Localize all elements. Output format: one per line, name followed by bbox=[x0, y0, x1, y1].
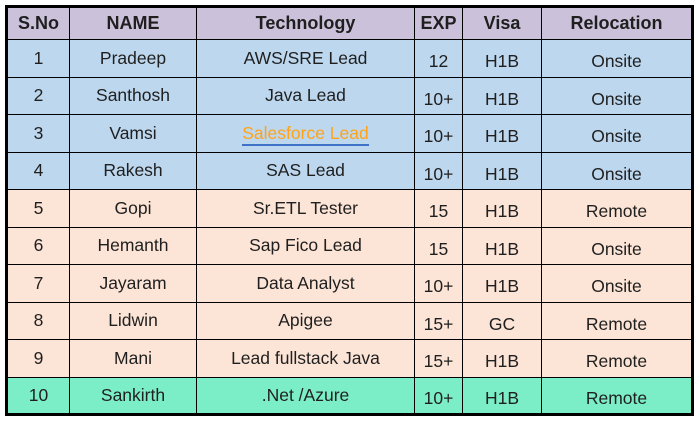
cell-name: Mani bbox=[69, 339, 197, 378]
table-row: 5 Gopi Sr.ETL Tester 15 H1B Remote bbox=[6, 189, 693, 228]
cell-visa: H1B bbox=[462, 114, 542, 153]
cell-relocation: Onsite bbox=[541, 151, 693, 190]
column-header-exp: EXP bbox=[414, 6, 463, 40]
cell-name: Sankirth bbox=[69, 376, 197, 415]
cell-exp: 10+ bbox=[414, 114, 463, 153]
cell-visa: H1B bbox=[462, 189, 542, 228]
cell-relocation: Onsite bbox=[541, 39, 693, 78]
cell-visa: H1B bbox=[462, 39, 542, 78]
technology-link[interactable]: Salesforce Lead bbox=[242, 122, 369, 146]
cell-technology: Java Lead bbox=[196, 76, 415, 115]
cell-exp: 15+ bbox=[414, 339, 463, 378]
cell-sno: 6 bbox=[6, 226, 70, 265]
cell-technology: Sap Fico Lead bbox=[196, 226, 415, 265]
cell-sno: 7 bbox=[6, 264, 70, 303]
cell-sno: 4 bbox=[6, 151, 70, 190]
cell-technology: .Net /Azure bbox=[196, 376, 415, 415]
cell-sno: 5 bbox=[6, 189, 70, 228]
cell-sno: 10 bbox=[6, 376, 70, 415]
cell-technology: Sr.ETL Tester bbox=[196, 189, 415, 228]
cell-visa: H1B bbox=[462, 264, 542, 303]
cell-relocation: Onsite bbox=[541, 264, 693, 303]
table-row: 3 Vamsi Salesforce Lead 10+ H1B Onsite bbox=[6, 114, 693, 153]
cell-exp: 15+ bbox=[414, 301, 463, 340]
column-header-visa: Visa bbox=[462, 6, 542, 40]
cell-technology: Data Analyst bbox=[196, 264, 415, 303]
header-row: S.No NAME Technology EXP Visa Relocation bbox=[6, 6, 693, 40]
column-header-sno: S.No bbox=[6, 6, 70, 40]
cell-exp: 10+ bbox=[414, 151, 463, 190]
table-row: 9 Mani Lead fullstack Java 15+ H1B Remote bbox=[6, 339, 693, 378]
cell-relocation: Remote bbox=[541, 189, 693, 228]
cell-name: Gopi bbox=[69, 189, 197, 228]
table-row: 6 Hemanth Sap Fico Lead 15 H1B Onsite bbox=[6, 226, 693, 265]
cell-visa: H1B bbox=[462, 339, 542, 378]
cell-sno: 9 bbox=[6, 339, 70, 378]
table-row: 8 Lidwin Apigee 15+ GC Remote bbox=[6, 301, 693, 340]
cell-name: Jayaram bbox=[69, 264, 197, 303]
cell-sno: 2 bbox=[6, 76, 70, 115]
cell-visa: H1B bbox=[462, 376, 542, 415]
cell-visa: H1B bbox=[462, 76, 542, 115]
cell-exp: 10+ bbox=[414, 264, 463, 303]
cell-visa: GC bbox=[462, 301, 542, 340]
cell-exp: 10+ bbox=[414, 76, 463, 115]
table-row: 4 Rakesh SAS Lead 10+ H1B Onsite bbox=[6, 151, 693, 190]
candidates-table-container: S.No NAME Technology EXP Visa Relocation… bbox=[5, 5, 694, 416]
cell-name: Pradeep bbox=[69, 39, 197, 78]
cell-sno: 3 bbox=[6, 114, 70, 153]
table-row: 2 Santhosh Java Lead 10+ H1B Onsite bbox=[6, 76, 693, 115]
cell-relocation: Remote bbox=[541, 339, 693, 378]
cell-technology: Lead fullstack Java bbox=[196, 339, 415, 378]
cell-exp: 15 bbox=[414, 226, 463, 265]
cell-name: Vamsi bbox=[69, 114, 197, 153]
cell-name: Santhosh bbox=[69, 76, 197, 115]
cell-name: Lidwin bbox=[69, 301, 197, 340]
column-header-name: NAME bbox=[69, 6, 197, 40]
cell-technology: AWS/SRE Lead bbox=[196, 39, 415, 78]
cell-exp: 15 bbox=[414, 189, 463, 228]
cell-relocation: Onsite bbox=[541, 114, 693, 153]
candidates-table: S.No NAME Technology EXP Visa Relocation… bbox=[5, 5, 694, 416]
cell-relocation: Remote bbox=[541, 376, 693, 415]
cell-technology: Salesforce Lead bbox=[196, 114, 415, 153]
cell-relocation: Remote bbox=[541, 301, 693, 340]
cell-exp: 10+ bbox=[414, 376, 463, 415]
column-header-relocation: Relocation bbox=[541, 6, 693, 40]
cell-technology: Apigee bbox=[196, 301, 415, 340]
column-header-technology: Technology bbox=[196, 6, 415, 40]
table-body: 1 Pradeep AWS/SRE Lead 12 H1B Onsite 2 Santhosh… bbox=[6, 39, 693, 415]
cell-visa: H1B bbox=[462, 226, 542, 265]
cell-sno: 1 bbox=[6, 39, 70, 78]
cell-relocation: Onsite bbox=[541, 76, 693, 115]
cell-relocation: Onsite bbox=[541, 226, 693, 265]
cell-exp: 12 bbox=[414, 39, 463, 78]
cell-visa: H1B bbox=[462, 151, 542, 190]
cell-name: Rakesh bbox=[69, 151, 197, 190]
table-row: 1 Pradeep AWS/SRE Lead 12 H1B Onsite bbox=[6, 39, 693, 78]
table-row: 10 Sankirth .Net /Azure 10+ H1B Remote bbox=[6, 376, 693, 415]
cell-technology: SAS Lead bbox=[196, 151, 415, 190]
cell-sno: 8 bbox=[6, 301, 70, 340]
cell-name: Hemanth bbox=[69, 226, 197, 265]
table-row: 7 Jayaram Data Analyst 10+ H1B Onsite bbox=[6, 264, 693, 303]
